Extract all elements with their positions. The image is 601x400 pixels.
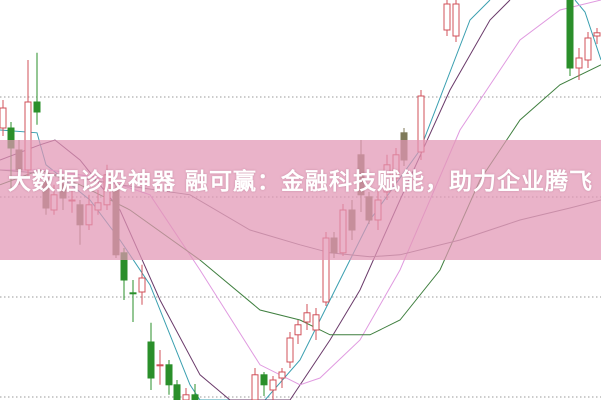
candle xyxy=(452,0,460,42)
candle-body xyxy=(584,37,592,61)
candle-body xyxy=(251,374,259,400)
candle xyxy=(575,48,583,80)
candle xyxy=(269,376,277,400)
candle xyxy=(147,322,155,390)
candle-body xyxy=(575,57,583,69)
candle xyxy=(156,350,164,385)
candle-body xyxy=(303,312,311,323)
candle xyxy=(138,264,146,305)
candle-body xyxy=(312,314,320,331)
candle-body xyxy=(147,341,155,379)
candle-body xyxy=(191,394,199,400)
candle-body xyxy=(33,101,41,113)
candle-body xyxy=(269,379,277,391)
candle-body xyxy=(165,364,173,386)
candle xyxy=(129,280,137,322)
candle-body xyxy=(173,384,181,400)
candle xyxy=(173,380,181,400)
headline-banner xyxy=(0,140,601,260)
candle xyxy=(312,308,320,340)
candle xyxy=(593,28,601,44)
candle xyxy=(294,320,302,344)
candle-body xyxy=(0,107,7,129)
candle xyxy=(165,360,173,395)
candle-body xyxy=(182,394,190,400)
candle xyxy=(33,52,41,125)
candle-body xyxy=(156,364,164,367)
candle-body xyxy=(593,32,601,37)
moving-average-line xyxy=(574,0,601,61)
candle xyxy=(303,304,311,330)
headline-text: 大数据诊股神器 融可赢：金融科技赋能，助力企业腾飞 xyxy=(8,169,594,195)
candle xyxy=(584,32,592,68)
candle-body xyxy=(452,3,460,37)
candle xyxy=(182,388,190,400)
candle xyxy=(251,368,259,400)
candle-body xyxy=(566,0,574,69)
candle-body xyxy=(129,292,137,295)
candle-body xyxy=(278,371,286,379)
candle xyxy=(286,332,294,368)
candle-body xyxy=(443,3,451,31)
candle-body xyxy=(286,337,294,363)
candle xyxy=(260,372,268,396)
candle-body xyxy=(294,324,302,336)
candle xyxy=(566,0,574,76)
candle-body xyxy=(138,277,146,293)
candle xyxy=(443,0,451,36)
candle-body xyxy=(260,374,268,386)
candle xyxy=(0,100,7,136)
candle xyxy=(278,368,286,388)
candle xyxy=(191,384,199,400)
